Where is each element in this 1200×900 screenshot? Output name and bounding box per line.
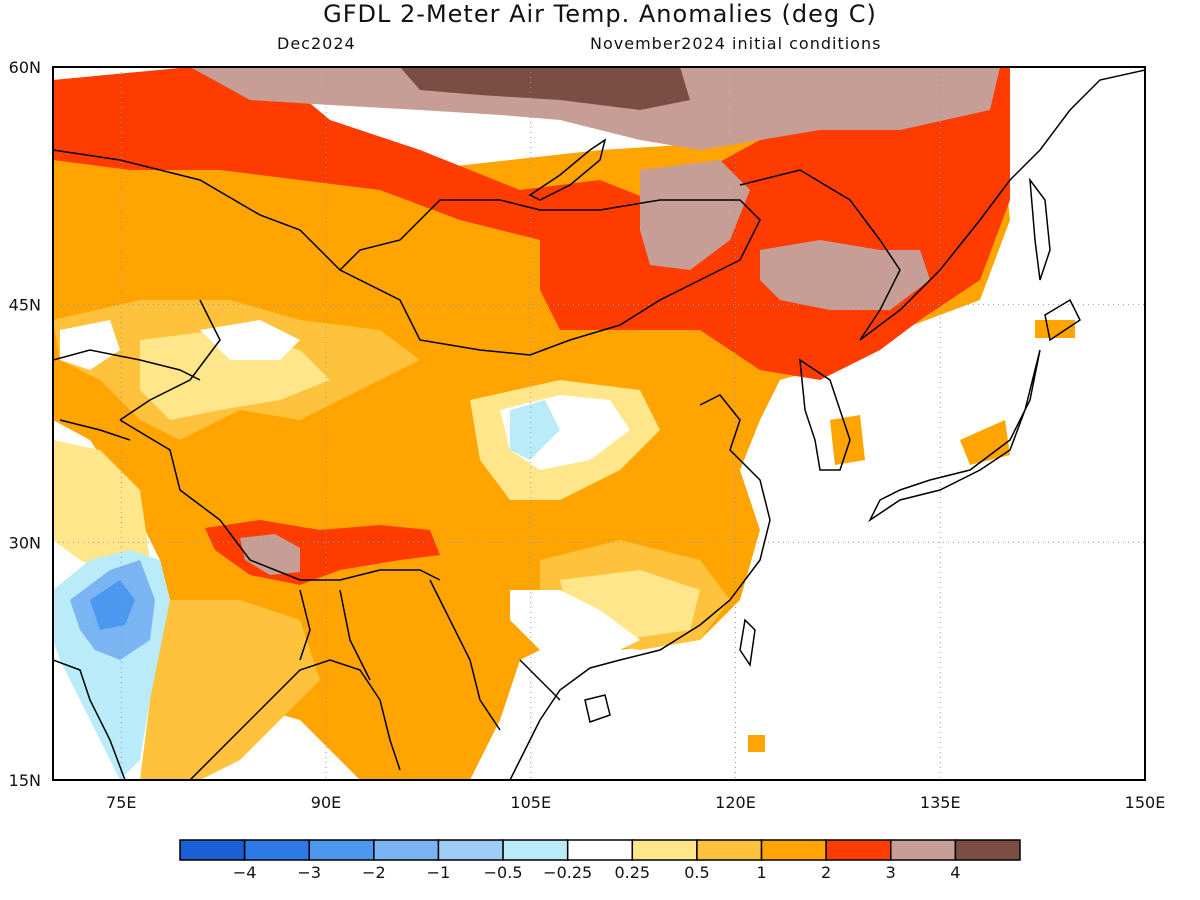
anomaly-fill-layer bbox=[53, 67, 1145, 780]
border-kazakhstan-russia bbox=[53, 149, 341, 271]
map-frame bbox=[52, 66, 1146, 781]
border-china-west bbox=[119, 299, 221, 421]
longitude-tick-label: 120E bbox=[715, 793, 756, 812]
coastline-japan bbox=[868, 298, 1081, 523]
colorbar-label: −4 bbox=[233, 863, 257, 882]
colorbar-label: −0.5 bbox=[484, 863, 523, 882]
anomaly-2-3-region-edge bbox=[53, 67, 60, 150]
colorbar-swatch bbox=[954, 839, 1021, 861]
latitude-tick-label: 30N bbox=[9, 533, 41, 552]
colorbar-label: 0.5 bbox=[684, 863, 709, 882]
anomaly-korea-patch bbox=[830, 415, 865, 465]
colorbar-swatch bbox=[696, 839, 763, 861]
latitude-tick-label: 45N bbox=[9, 296, 41, 315]
colorbar-label: −2 bbox=[362, 863, 386, 882]
anomaly-neg-2-region bbox=[90, 580, 135, 630]
anomaly-near-zero-tarim bbox=[200, 320, 300, 360]
coastline-hainan bbox=[584, 694, 611, 723]
longitude-labels: 75E 90E 105E 120E 135E 150E bbox=[106, 793, 1165, 812]
colorbar-swatch bbox=[373, 839, 440, 861]
colorbar: −4 −3 −2 −1 −0.5 −0.25 0.25 0.5 1 2 3 4 bbox=[179, 839, 1021, 882]
coastline-east-asia bbox=[509, 394, 771, 780]
colorbar-swatch bbox=[566, 839, 634, 861]
anomaly-3-4-region-mongolia bbox=[640, 160, 750, 270]
anomaly-2-3-region-north bbox=[53, 67, 1010, 380]
longitude-tick-label: 75E bbox=[106, 793, 136, 812]
coastline-korea bbox=[799, 358, 851, 471]
coastline-bay-of-bengal bbox=[189, 659, 401, 780]
anomaly-japan-patch bbox=[960, 420, 1010, 465]
valid-month-label: Dec2024 bbox=[277, 34, 356, 53]
anomaly-near-zero-guangxi bbox=[510, 590, 640, 660]
colorbar-label: −1 bbox=[427, 863, 451, 882]
colorbar-swatch bbox=[760, 839, 827, 861]
latitude-tick-label: 60N bbox=[9, 58, 41, 77]
anomaly-neg-small-region bbox=[510, 400, 560, 460]
anomaly-above-4-region bbox=[400, 67, 690, 110]
colorbar-label: −0.25 bbox=[543, 863, 592, 882]
anomaly-3-4-region-manchuria bbox=[760, 240, 930, 310]
anomaly-3-4-region-siberia bbox=[190, 67, 1000, 150]
colorbar-swatch bbox=[890, 839, 957, 861]
anomaly-near-zero-central-asia bbox=[60, 320, 120, 370]
colorbar-label: 2 bbox=[821, 863, 831, 882]
longitude-tick-label: 105E bbox=[510, 793, 551, 812]
longitude-tick-label: 150E bbox=[1125, 793, 1166, 812]
colorbar-swatch bbox=[631, 839, 698, 861]
border-central-asia bbox=[53, 349, 201, 441]
coastline-sakhalin bbox=[1029, 177, 1051, 281]
colorbar-swatch bbox=[502, 839, 569, 861]
border-mongolia bbox=[338, 199, 761, 356]
anomaly-0.5-1-region-india bbox=[140, 600, 320, 780]
map-title: GFDL 2-Meter Air Temp. Anomalies (deg C) bbox=[323, 0, 877, 28]
colorbar-swatch bbox=[243, 839, 310, 861]
lake-baikal bbox=[528, 138, 607, 201]
colorbar-label: 0.25 bbox=[614, 863, 650, 882]
coastlines-borders bbox=[53, 69, 1145, 780]
anomaly-hokkaido-patch bbox=[1035, 320, 1075, 338]
anomaly-0.25-0.5-region-pakistan bbox=[53, 440, 150, 580]
coastline-far-east bbox=[859, 69, 1145, 341]
colorbar-swatch bbox=[437, 839, 504, 861]
longitude-tick-label: 135E bbox=[920, 793, 961, 812]
border-south-asia bbox=[299, 589, 371, 681]
border-indochina bbox=[429, 579, 561, 731]
anomaly-taiwan-patch bbox=[748, 735, 765, 752]
coastline-india-west bbox=[53, 659, 126, 780]
colorbar-label: 1 bbox=[756, 863, 766, 882]
latitude-labels: 60N 45N 30N 15N bbox=[9, 58, 41, 790]
colorbar-swatch bbox=[179, 839, 246, 861]
colorbar-swatch bbox=[825, 839, 892, 861]
colorbar-label: 4 bbox=[950, 863, 960, 882]
longitude-tick-label: 90E bbox=[311, 793, 341, 812]
coastline-taiwan bbox=[739, 618, 756, 668]
border-himalaya bbox=[119, 419, 441, 581]
init-conditions-label: November2024 initial conditions bbox=[590, 34, 882, 53]
colorbar-label: 3 bbox=[886, 863, 896, 882]
border-china-russia bbox=[739, 169, 901, 341]
graticule bbox=[53, 67, 1145, 780]
colorbar-label: −3 bbox=[297, 863, 321, 882]
anomaly-3-4-region-tibet bbox=[240, 534, 300, 575]
latitude-tick-label: 15N bbox=[9, 771, 41, 790]
colorbar-swatch bbox=[308, 839, 375, 861]
